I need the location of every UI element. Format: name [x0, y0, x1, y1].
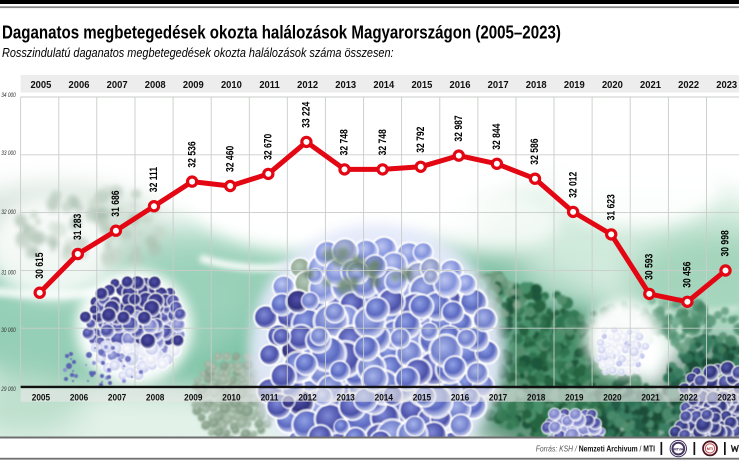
svg-text:32 000: 32 000 — [1, 210, 16, 217]
svg-text:2008: 2008 — [146, 392, 164, 403]
svg-text:32 792: 32 792 — [415, 126, 427, 153]
svg-text:2009: 2009 — [184, 392, 202, 403]
svg-text:2006: 2006 — [69, 80, 90, 91]
svg-text:2011: 2011 — [259, 80, 280, 91]
svg-text:2005: 2005 — [30, 80, 51, 91]
svg-text:2011: 2011 — [261, 392, 279, 403]
svg-text:30 615: 30 615 — [34, 252, 46, 279]
svg-text:2005: 2005 — [32, 392, 50, 403]
svg-text:2015: 2015 — [413, 392, 431, 403]
svg-text:30 998: 30 998 — [720, 230, 732, 257]
svg-text:MTVA: MTVA — [673, 446, 683, 451]
svg-text:32 748: 32 748 — [339, 129, 351, 156]
svg-text:2019: 2019 — [565, 392, 583, 403]
svg-text:2013: 2013 — [337, 392, 355, 403]
svg-text:2006: 2006 — [70, 392, 88, 403]
svg-text:32 670: 32 670 — [263, 133, 275, 160]
svg-text:31 000: 31 000 — [1, 270, 16, 277]
svg-text:2022: 2022 — [679, 392, 697, 403]
svg-text:Daganatos megbetegedések okozt: Daganatos megbetegedések okozta halálozá… — [2, 22, 561, 43]
svg-text:30 456: 30 456 — [682, 261, 694, 288]
svg-text:2019: 2019 — [564, 80, 585, 91]
svg-text:2018: 2018 — [527, 392, 545, 403]
svg-text:30 000: 30 000 — [1, 327, 16, 334]
svg-text:30 593: 30 593 — [644, 253, 656, 280]
svg-text:2021: 2021 — [641, 392, 659, 403]
svg-text:31 623: 31 623 — [605, 194, 617, 221]
svg-text:29 000: 29 000 — [0, 386, 16, 393]
svg-text:2014: 2014 — [375, 392, 393, 403]
svg-text:32 987: 32 987 — [453, 115, 465, 142]
svg-text:MTI: MTI — [707, 447, 713, 451]
svg-text:2012: 2012 — [298, 392, 316, 403]
svg-text:Forrás: KSH / Nemzeti Archivum: Forrás: KSH / Nemzeti Archivum / MTI — [536, 444, 655, 454]
svg-text:2018: 2018 — [526, 80, 547, 91]
svg-text:2017: 2017 — [488, 80, 509, 91]
svg-text:2010: 2010 — [221, 80, 242, 91]
svg-text:31 686: 31 686 — [110, 190, 122, 217]
svg-text:2007: 2007 — [107, 80, 128, 91]
svg-text:32 460: 32 460 — [224, 145, 236, 172]
svg-text:2020: 2020 — [602, 80, 623, 91]
svg-text:33 000: 33 000 — [1, 151, 16, 158]
svg-text:32 111: 32 111 — [148, 166, 160, 192]
svg-text:32 012: 32 012 — [567, 171, 579, 198]
svg-text:31 283: 31 283 — [72, 213, 84, 240]
svg-text:32 748: 32 748 — [377, 129, 389, 156]
svg-text:34 000: 34 000 — [1, 93, 16, 100]
svg-text:2016: 2016 — [451, 392, 469, 403]
svg-text:32 844: 32 844 — [491, 123, 503, 150]
svg-text:2022: 2022 — [678, 80, 699, 91]
svg-text:33 224: 33 224 — [301, 101, 313, 128]
svg-text:2009: 2009 — [183, 80, 204, 91]
svg-text:2017: 2017 — [489, 392, 507, 403]
svg-text:2015: 2015 — [411, 80, 432, 91]
svg-text:2020: 2020 — [603, 392, 621, 403]
svg-text:2007: 2007 — [108, 392, 126, 403]
svg-text:2016: 2016 — [450, 80, 471, 91]
svg-text:2023: 2023 — [718, 392, 736, 403]
svg-text:2014: 2014 — [373, 80, 394, 91]
svg-text:2023: 2023 — [716, 80, 737, 91]
svg-text:2013: 2013 — [335, 80, 356, 91]
svg-text:2008: 2008 — [145, 80, 166, 91]
svg-text:2021: 2021 — [640, 80, 661, 91]
svg-text:2012: 2012 — [297, 80, 318, 91]
svg-text:32 536: 32 536 — [186, 141, 198, 168]
svg-text:2010: 2010 — [222, 392, 240, 403]
svg-text:32 586: 32 586 — [529, 138, 541, 165]
svg-text:Rosszindulatú daganatos megbet: Rosszindulatú daganatos megbetegedések o… — [2, 47, 394, 61]
